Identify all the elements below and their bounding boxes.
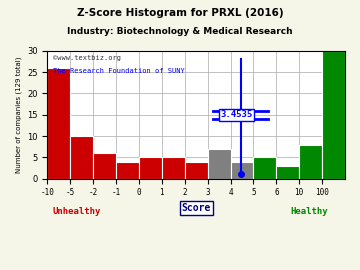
Bar <box>299 145 322 179</box>
Bar <box>70 136 93 179</box>
Bar <box>185 162 208 179</box>
Text: The Research Foundation of SUNY: The Research Foundation of SUNY <box>53 68 185 73</box>
Bar <box>48 68 70 179</box>
Text: Industry: Biotechnology & Medical Research: Industry: Biotechnology & Medical Resear… <box>67 27 293 36</box>
Y-axis label: Number of companies (129 total): Number of companies (129 total) <box>15 56 22 173</box>
Text: 3.4535: 3.4535 <box>220 110 252 119</box>
Bar <box>93 153 116 179</box>
Text: Healthy: Healthy <box>291 207 328 216</box>
Bar <box>116 162 139 179</box>
Text: ©www.textbiz.org: ©www.textbiz.org <box>53 55 121 61</box>
Bar <box>139 157 162 179</box>
Bar <box>322 51 345 179</box>
X-axis label: Score: Score <box>181 203 211 213</box>
Bar <box>276 166 299 179</box>
Bar <box>162 157 185 179</box>
Text: Unhealthy: Unhealthy <box>53 207 102 216</box>
Bar <box>230 162 253 179</box>
Text: Z-Score Histogram for PRXL (2016): Z-Score Histogram for PRXL (2016) <box>77 8 283 18</box>
Bar <box>208 149 230 179</box>
Bar <box>253 157 276 179</box>
